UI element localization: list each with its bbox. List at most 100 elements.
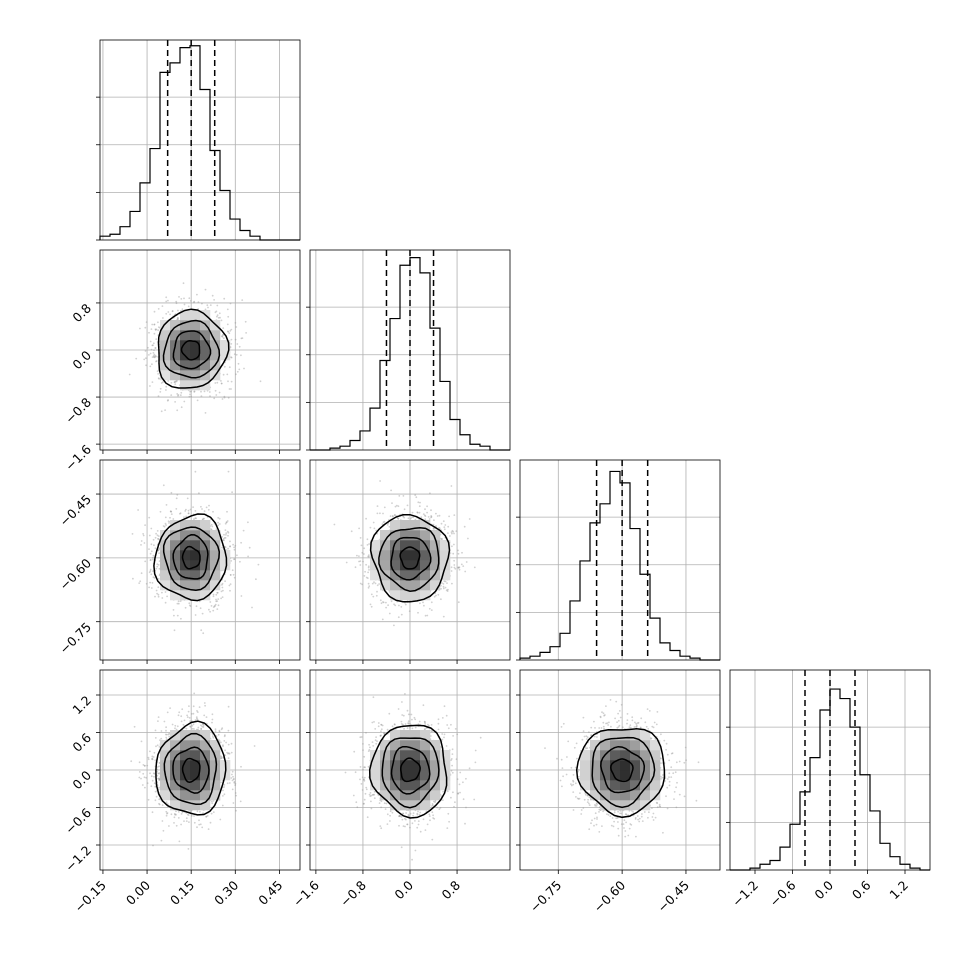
scatter-point bbox=[137, 509, 140, 511]
scatter-point bbox=[668, 780, 671, 783]
scatter-point bbox=[171, 310, 174, 312]
density-cell bbox=[180, 550, 191, 561]
scatter-point bbox=[147, 798, 150, 801]
scatter-point bbox=[598, 808, 601, 811]
ytick-label-1-0: −1.6 bbox=[62, 442, 94, 474]
scatter-point bbox=[232, 778, 235, 781]
scatter-point bbox=[453, 543, 455, 546]
scatter-point bbox=[376, 590, 378, 593]
scatter-point bbox=[149, 340, 152, 343]
scatter-point bbox=[165, 736, 168, 739]
scatter-point bbox=[170, 510, 173, 513]
scatter-point bbox=[208, 391, 211, 393]
scatter-point bbox=[362, 743, 364, 745]
scatter-point bbox=[193, 728, 195, 730]
scatter-point bbox=[148, 571, 151, 574]
joint-content-0-2 bbox=[100, 460, 300, 660]
scatter-point bbox=[231, 788, 234, 791]
scatter-point bbox=[205, 815, 208, 818]
scatter-point bbox=[441, 799, 444, 801]
scatter-point bbox=[167, 380, 170, 382]
density-cell bbox=[190, 550, 201, 561]
scatter-point bbox=[156, 534, 159, 537]
density-cell bbox=[400, 540, 411, 551]
scatter-point bbox=[208, 504, 210, 507]
scatter-point bbox=[213, 299, 216, 301]
scatter-point bbox=[230, 356, 232, 358]
scatter-point bbox=[161, 804, 164, 806]
scatter-point bbox=[400, 613, 403, 616]
scatter-point bbox=[371, 794, 374, 796]
scatter-point bbox=[187, 512, 190, 515]
scatter-point bbox=[398, 604, 400, 607]
scatter-point bbox=[446, 790, 449, 793]
scatter-point bbox=[143, 776, 146, 779]
scatter-point bbox=[195, 605, 198, 608]
scatter-point bbox=[386, 823, 389, 825]
scatter-point bbox=[383, 731, 385, 734]
scatter-point bbox=[153, 544, 155, 547]
scatter-point bbox=[162, 484, 165, 487]
scatter-point bbox=[621, 726, 624, 729]
scatter-point bbox=[368, 585, 371, 588]
scatter-point bbox=[668, 772, 671, 775]
scatter-point bbox=[173, 813, 176, 815]
density-cell bbox=[370, 570, 381, 581]
scatter-point bbox=[412, 812, 415, 814]
scatter-point bbox=[634, 818, 637, 820]
scatter-point bbox=[165, 524, 168, 526]
scatter-point bbox=[187, 814, 190, 816]
scatter-point bbox=[407, 813, 410, 816]
scatter-point bbox=[168, 825, 170, 827]
density-cell bbox=[390, 560, 401, 571]
scatter-point bbox=[148, 586, 151, 589]
density-cell bbox=[410, 570, 421, 581]
scatter-point bbox=[465, 777, 467, 780]
scatter-point bbox=[418, 720, 421, 723]
scatter-point bbox=[204, 288, 207, 291]
scatter-point bbox=[185, 515, 188, 518]
scatter-point bbox=[255, 578, 257, 581]
density-cell bbox=[620, 760, 631, 771]
scatter-point bbox=[170, 381, 173, 384]
scatter-point bbox=[153, 353, 156, 356]
scatter-point bbox=[579, 792, 581, 794]
density-cell bbox=[640, 770, 651, 781]
scatter-point bbox=[443, 580, 446, 583]
scatter-point bbox=[218, 517, 221, 520]
scatter-point bbox=[229, 589, 231, 592]
density-cell bbox=[440, 750, 451, 761]
scatter-point bbox=[383, 732, 386, 735]
scatter-point bbox=[175, 813, 177, 816]
scatter-point bbox=[138, 761, 141, 764]
scatter-point bbox=[167, 299, 169, 302]
density-cell bbox=[170, 370, 181, 381]
scatter-point bbox=[580, 809, 583, 811]
scatter-point bbox=[361, 551, 364, 554]
scatter-point bbox=[152, 356, 155, 358]
density-cell bbox=[620, 740, 631, 751]
scatter-point bbox=[672, 772, 675, 775]
scatter-point bbox=[228, 584, 231, 587]
scatter-point bbox=[138, 582, 141, 584]
scatter-point bbox=[651, 807, 653, 809]
scatter-point bbox=[455, 530, 458, 532]
scatter-point bbox=[139, 580, 142, 583]
scatter-point bbox=[204, 412, 207, 414]
scatter-point bbox=[229, 330, 232, 332]
density-cell bbox=[160, 790, 171, 801]
scatter-point bbox=[212, 595, 215, 598]
scatter-point bbox=[230, 356, 233, 359]
contour-2-3-level-3 bbox=[575, 728, 666, 819]
density-cell bbox=[190, 380, 201, 391]
scatter-point bbox=[364, 792, 367, 795]
scatter-point bbox=[223, 537, 226, 539]
scatter-point bbox=[222, 327, 225, 329]
scatter-point bbox=[394, 505, 397, 508]
scatter-point bbox=[368, 543, 370, 545]
scatter-point bbox=[157, 538, 160, 540]
scatter-point bbox=[157, 720, 159, 722]
joint-panel-1-2 bbox=[306, 459, 511, 664]
density-cell bbox=[210, 530, 221, 541]
scatter-point bbox=[216, 591, 219, 594]
